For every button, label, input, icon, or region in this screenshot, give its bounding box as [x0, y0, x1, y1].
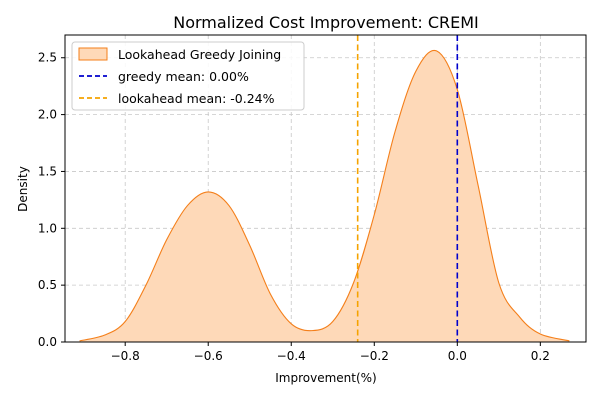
y-tick-label: 1.0	[38, 221, 57, 235]
x-tick-label: −0.4	[277, 349, 306, 363]
x-axis-label: Improvement(%)	[275, 371, 377, 385]
y-tick-label: 0.5	[38, 278, 57, 292]
legend-box	[71, 41, 305, 111]
y-axis-ticks: 0.0 0.5 1.0 1.5 2.0 2.5	[38, 51, 65, 349]
y-tick-label: 0.0	[38, 335, 57, 349]
x-tick-label: −0.8	[111, 349, 140, 363]
legend-label-lookahead-greedy-joining: Lookahead Greedy Joining	[118, 47, 281, 62]
y-axis-label: Density	[16, 166, 30, 212]
legend: Lookahead Greedy Joining greedy mean: 0.…	[71, 41, 305, 111]
x-axis-ticks: −0.8 −0.6 −0.4 −0.2 0.0 0.2	[111, 342, 550, 363]
y-tick-label: 1.5	[38, 164, 57, 178]
legend-label-greedy-mean: greedy mean: 0.00%	[118, 69, 249, 84]
chart-title: Normalized Cost Improvement: CREMI	[173, 13, 479, 32]
x-tick-label: 0.2	[531, 349, 550, 363]
density-line	[79, 49, 570, 342]
density-area	[79, 49, 570, 343]
x-tick-label: −0.6	[194, 349, 223, 363]
density-fill	[79, 50, 570, 343]
plot-frame	[64, 34, 587, 343]
mean-lines	[356, 35, 459, 342]
y-tick-label: 2.5	[38, 51, 57, 65]
y-tick-label: 2.0	[38, 108, 57, 122]
legend-swatch-area	[78, 47, 108, 61]
x-tick-label: −0.2	[360, 349, 389, 363]
x-tick-label: 0.0	[448, 349, 467, 363]
legend-label-lookahead-mean: lookahead mean: -0.24%	[118, 91, 275, 106]
